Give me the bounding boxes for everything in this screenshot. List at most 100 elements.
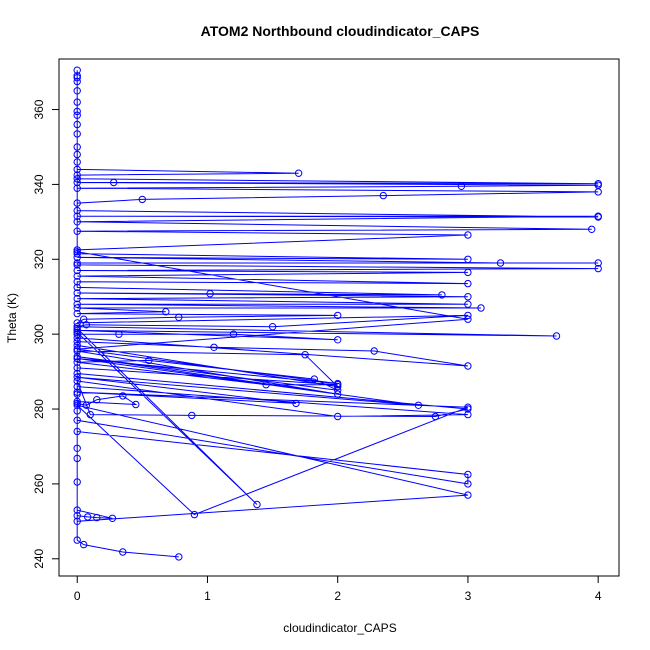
data-point — [73, 107, 81, 116]
data-point — [119, 392, 127, 400]
data-point — [80, 540, 88, 549]
data-point — [73, 266, 81, 275]
data-point — [73, 324, 81, 333]
data-point — [73, 150, 81, 159]
data-point — [73, 407, 81, 415]
data-point — [73, 175, 81, 183]
y-tick-label: 300 — [32, 324, 46, 344]
data-point — [210, 343, 218, 351]
data-point — [206, 290, 214, 298]
y-tick-label: 340 — [32, 174, 46, 194]
data-point — [73, 74, 81, 82]
data-point — [162, 308, 170, 316]
y-tick-label: 280 — [32, 399, 46, 419]
data-point — [334, 412, 342, 421]
data-point — [379, 191, 387, 200]
data-point — [73, 401, 81, 409]
data-point — [73, 345, 81, 353]
data-point — [292, 399, 300, 408]
x-tick-label: 3 — [465, 589, 472, 603]
data-point — [73, 388, 81, 396]
y-tick-label: 240 — [32, 548, 46, 568]
data-point — [301, 351, 309, 359]
data-point — [73, 278, 81, 286]
data-point — [229, 330, 238, 338]
data-point — [82, 401, 91, 409]
data-point — [93, 396, 101, 404]
data-point — [588, 225, 596, 234]
data-point — [73, 354, 81, 363]
data-point — [73, 364, 81, 372]
data-point — [73, 272, 81, 280]
series-layer — [73, 66, 602, 561]
x-tick-label: 4 — [595, 589, 602, 603]
data-point — [73, 178, 81, 187]
data-point — [464, 410, 472, 419]
data-point — [253, 500, 261, 509]
x-tick-label: 0 — [74, 589, 81, 603]
chart-title: ATOM2 Northbound cloudindicator_CAPS — [201, 23, 480, 39]
data-point — [73, 390, 81, 398]
series-line — [75, 70, 599, 558]
data-point — [73, 158, 81, 166]
data-point — [73, 248, 81, 256]
data-point — [73, 319, 81, 327]
data-point — [73, 171, 81, 179]
data-point — [73, 309, 81, 318]
data-point — [464, 293, 472, 301]
data-point — [73, 399, 81, 408]
data-point — [73, 120, 81, 129]
data-point — [73, 512, 81, 520]
data-point — [73, 478, 81, 486]
data-point — [334, 311, 342, 320]
data-point — [268, 323, 277, 331]
data-point — [145, 356, 153, 365]
data-point — [594, 213, 602, 221]
data-point — [73, 246, 81, 254]
data-point — [115, 330, 123, 338]
y-axis-label: Theta (K) — [5, 293, 19, 343]
data-point — [310, 375, 318, 383]
data-point — [438, 291, 446, 299]
data-point — [73, 130, 81, 138]
data-point — [73, 517, 81, 525]
data-point — [334, 336, 342, 344]
data-point — [73, 98, 81, 106]
data-point — [73, 341, 81, 350]
data-point — [464, 311, 472, 320]
data-point — [73, 77, 81, 86]
data-point — [80, 315, 88, 323]
data-point — [464, 480, 472, 488]
data-point — [73, 382, 81, 391]
data-point — [464, 300, 472, 308]
data-point — [73, 334, 81, 342]
data-point — [73, 206, 81, 215]
data-point — [464, 231, 472, 239]
data-point — [132, 400, 140, 409]
data-point — [73, 294, 81, 303]
data-point — [73, 337, 81, 346]
data-point — [294, 169, 303, 177]
data-point — [73, 165, 81, 174]
data-point — [73, 253, 81, 262]
data-point — [552, 332, 561, 340]
data-point — [73, 261, 81, 269]
data-point — [464, 403, 472, 411]
data-point — [110, 178, 118, 187]
data-point — [73, 377, 81, 385]
data-point — [73, 66, 81, 74]
x-axis-label: cloudindicator_CAPS — [283, 621, 396, 635]
x-tick-label: 2 — [334, 589, 341, 603]
data-point — [73, 347, 81, 355]
x-axis: 0 1 2 3 4 — [74, 575, 602, 603]
data-point — [73, 330, 81, 338]
data-point — [73, 328, 81, 336]
y-tick-label: 320 — [32, 249, 46, 269]
data-point — [496, 259, 505, 267]
data-point — [108, 514, 117, 522]
data-point — [84, 513, 92, 521]
data-point — [262, 381, 270, 389]
data-point — [73, 143, 81, 151]
data-point — [457, 182, 466, 191]
data-point — [175, 553, 183, 561]
